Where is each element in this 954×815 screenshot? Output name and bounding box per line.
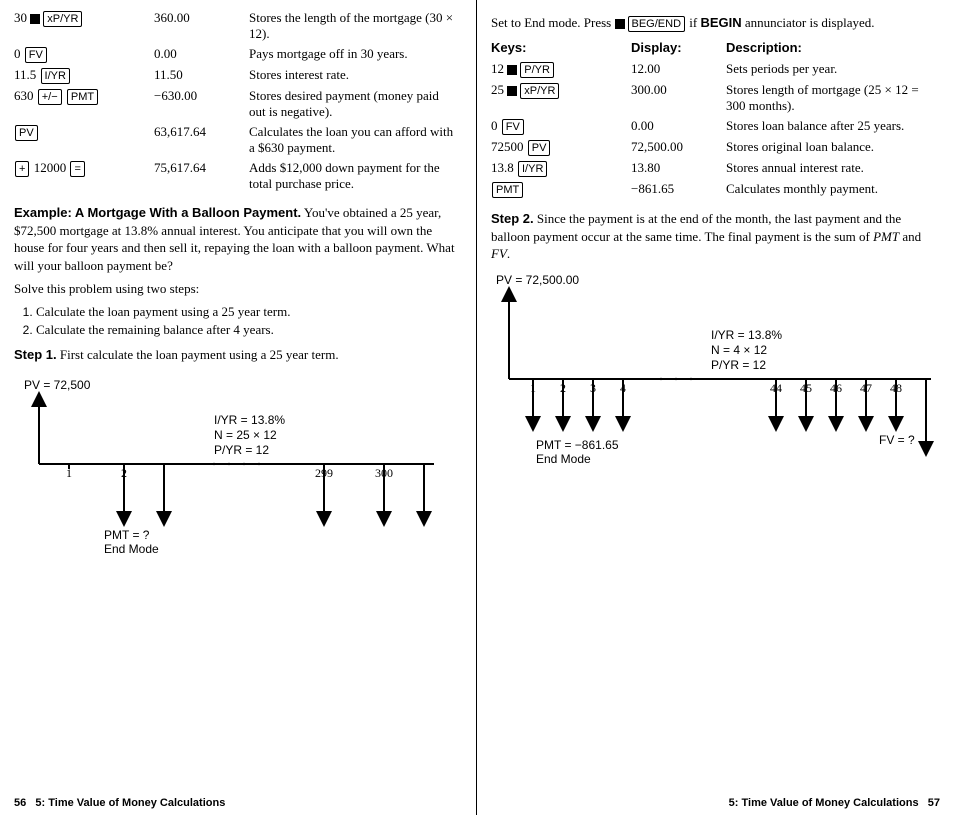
page-number: 57 bbox=[928, 797, 940, 809]
display-cell: 63,617.64 bbox=[154, 122, 249, 158]
desc-cell: Adds $12,000 down payment for the total … bbox=[249, 158, 462, 194]
step2-paragraph: Step 2. Since the payment is at the end … bbox=[491, 210, 940, 263]
chapter-title: 5: Time Value of Money Calculations bbox=[35, 797, 225, 809]
keys-cell: PV bbox=[14, 122, 154, 158]
keys-cell: + 12000 = bbox=[14, 158, 154, 194]
display-cell: 72,500.00 bbox=[631, 137, 726, 158]
page-number: 56 bbox=[14, 797, 26, 809]
desc-cell: Calculates the loan you can afford with … bbox=[249, 122, 462, 158]
hdr-desc: Description: bbox=[726, 38, 940, 59]
svg-text:PMT = ?: PMT = ? bbox=[104, 528, 150, 542]
display-cell: 360.00 bbox=[154, 8, 249, 44]
svg-text:N = 25 × 12: N = 25 × 12 bbox=[214, 428, 277, 442]
desc-cell: Pays mortgage off in 30 years. bbox=[249, 44, 462, 65]
svg-text:I/YR = 13.8%: I/YR = 13.8% bbox=[711, 328, 782, 342]
example-paragraph: Example: A Mortgage With a Balloon Payme… bbox=[14, 204, 462, 274]
step-list: Calculate the loan payment using a 25 ye… bbox=[36, 304, 462, 338]
desc-cell: Stores length of mortgage (25 × 12 = 300… bbox=[726, 80, 940, 116]
list-item: Calculate the remaining balance after 4 … bbox=[36, 322, 462, 338]
page-footer-right: 5: Time Value of Money Calculations 57 bbox=[729, 797, 940, 809]
desc-cell: Stores loan balance after 25 years. bbox=[726, 116, 940, 137]
table-row: 630 +/− PMT −630.00 Stores desired payme… bbox=[14, 86, 462, 122]
svg-text:I/YR = 13.8%: I/YR = 13.8% bbox=[214, 413, 285, 427]
cashflow-diagram-2: PV = 72,500.00 I/YR = 13.8% N = 4 × 12 P… bbox=[491, 269, 940, 489]
svg-text:End Mode: End Mode bbox=[536, 452, 591, 466]
table-row: 25 xP/YR 300.00 Stores length of mortgag… bbox=[491, 80, 940, 116]
keys-cell: 0 FV bbox=[14, 44, 154, 65]
table-row: + 12000 = 75,617.64 Adds $12,000 down pa… bbox=[14, 158, 462, 194]
svg-text:P/YR = 12: P/YR = 12 bbox=[214, 443, 269, 457]
display-cell: 13.80 bbox=[631, 158, 726, 179]
page-footer-left: 56 5: Time Value of Money Calculations bbox=[14, 797, 225, 809]
display-cell: 12.00 bbox=[631, 59, 726, 80]
table-row: 11.5 I/YR 11.50 Stores interest rate. bbox=[14, 65, 462, 86]
step2-label: Step 2. bbox=[491, 211, 534, 226]
desc-cell: Stores original loan balance. bbox=[726, 137, 940, 158]
keys-cell: 72500 PV bbox=[491, 137, 631, 158]
keys-cell: PMT bbox=[491, 179, 631, 200]
display-cell: 75,617.64 bbox=[154, 158, 249, 194]
page-57: Set to End mode. Press BEG/END if BEGIN … bbox=[477, 0, 954, 815]
table-row: 30 xP/YR 360.00 Stores the length of the… bbox=[14, 8, 462, 44]
pv-label: PV = 72,500 bbox=[24, 378, 91, 392]
table-row: 0 FV 0.00 Pays mortgage off in 30 years. bbox=[14, 44, 462, 65]
left-key-table: 30 xP/YR 360.00 Stores the length of the… bbox=[14, 8, 462, 194]
table-row: 72500 PV 72,500.00 Stores original loan … bbox=[491, 137, 940, 158]
desc-cell: Stores interest rate. bbox=[249, 65, 462, 86]
desc-cell: Stores the length of the mortgage (30 × … bbox=[249, 8, 462, 44]
keys-cell: 0 FV bbox=[491, 116, 631, 137]
step1-paragraph: Step 1. First calculate the loan payment… bbox=[14, 346, 462, 364]
table-row: 0 FV 0.00 Stores loan balance after 25 y… bbox=[491, 116, 940, 137]
pv-label: PV = 72,500.00 bbox=[496, 273, 579, 287]
table-header: Keys: Display: Description: bbox=[491, 38, 940, 59]
desc-cell: Calculates monthly payment. bbox=[726, 179, 940, 200]
keys-cell: 12 P/YR bbox=[491, 59, 631, 80]
step1-text: First calculate the loan payment using a… bbox=[57, 347, 339, 362]
display-cell: −861.65 bbox=[631, 179, 726, 200]
desc-cell: Stores annual interest rate. bbox=[726, 158, 940, 179]
example-heading: Example: A Mortgage With a Balloon Payme… bbox=[14, 205, 301, 220]
display-cell: 11.50 bbox=[154, 65, 249, 86]
keys-cell: 30 xP/YR bbox=[14, 8, 154, 44]
svg-text:FV = ?: FV = ? bbox=[879, 433, 915, 447]
right-key-table: Keys: Display: Description: 12 P/YR 12.0… bbox=[491, 38, 940, 200]
hdr-keys: Keys: bbox=[491, 38, 631, 59]
beg-end-key: BEG/END bbox=[628, 16, 686, 32]
right-intro: Set to End mode. Press BEG/END if BEGIN … bbox=[491, 14, 940, 32]
keys-cell: 630 +/− PMT bbox=[14, 86, 154, 122]
table-row: 13.8 I/YR 13.80 Stores annual interest r… bbox=[491, 158, 940, 179]
hdr-display: Display: bbox=[631, 38, 726, 59]
svg-text:PMT = −861.65: PMT = −861.65 bbox=[536, 438, 619, 452]
keys-cell: 11.5 I/YR bbox=[14, 65, 154, 86]
display-cell: 300.00 bbox=[631, 80, 726, 116]
keys-cell: 25 xP/YR bbox=[491, 80, 631, 116]
desc-cell: Sets periods per year. bbox=[726, 59, 940, 80]
solve-intro: Solve this problem using two steps: bbox=[14, 280, 462, 298]
page-spread: 30 xP/YR 360.00 Stores the length of the… bbox=[0, 0, 954, 815]
page-56: 30 xP/YR 360.00 Stores the length of the… bbox=[0, 0, 477, 815]
display-cell: 0.00 bbox=[154, 44, 249, 65]
cashflow-diagram-1: PV = 72,500 I/YR = 13.8% N = 25 × 12 P/Y… bbox=[14, 369, 462, 559]
display-cell: −630.00 bbox=[154, 86, 249, 122]
desc-cell: Stores desired payment (money paid out i… bbox=[249, 86, 462, 122]
svg-text:End Mode: End Mode bbox=[104, 542, 159, 556]
list-item: Calculate the loan payment using a 25 ye… bbox=[36, 304, 462, 320]
svg-text:P/YR = 12: P/YR = 12 bbox=[711, 358, 766, 372]
table-row: 12 P/YR 12.00 Sets periods per year. bbox=[491, 59, 940, 80]
chapter-title: 5: Time Value of Money Calculations bbox=[729, 797, 919, 809]
table-row: PV 63,617.64 Calculates the loan you can… bbox=[14, 122, 462, 158]
table-row: PMT −861.65 Calculates monthly payment. bbox=[491, 179, 940, 200]
step1-label: Step 1. bbox=[14, 347, 57, 362]
display-cell: 0.00 bbox=[631, 116, 726, 137]
keys-cell: 13.8 I/YR bbox=[491, 158, 631, 179]
svg-text:N = 4 × 12: N = 4 × 12 bbox=[711, 343, 767, 357]
